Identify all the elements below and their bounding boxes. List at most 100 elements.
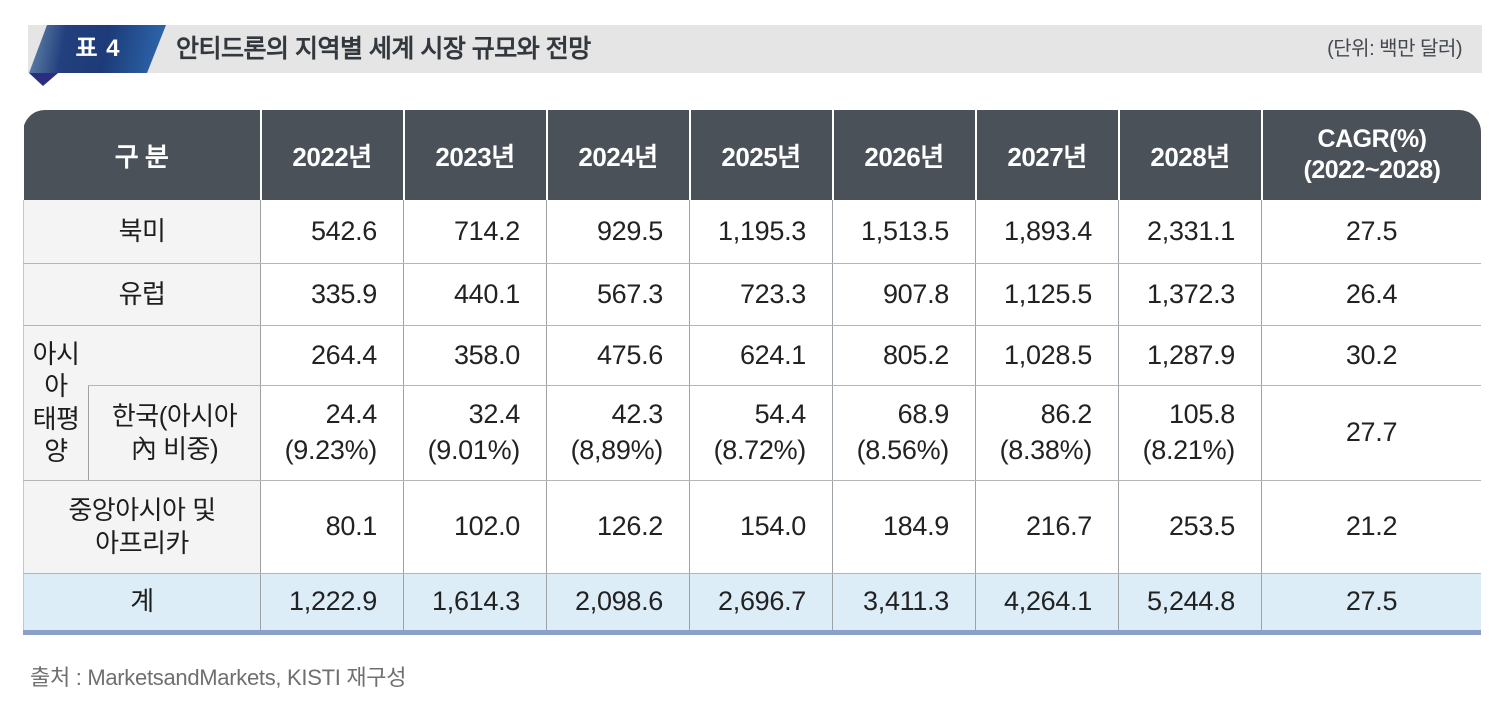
label-line1: 한국(아시아 xyxy=(111,401,238,431)
column-header-cagr: CAGR(%) (2022~2028) xyxy=(1261,110,1481,200)
cell-value: 253.5 xyxy=(1118,480,1263,574)
cell-value: 24.4 xyxy=(325,398,378,429)
row-label-asia-pacific: 아시아 태평양 xyxy=(23,325,89,481)
cell-value: 216.7 xyxy=(975,480,1120,574)
cell-value: 154.0 xyxy=(689,480,834,574)
cell-value: 4,264.1 xyxy=(975,573,1120,635)
market-forecast-table: 구 분 2022년 2023년 2024년 2025년 2026년 2027년 … xyxy=(23,110,1481,635)
column-header-2027: 2027년 xyxy=(975,110,1120,200)
row-label-korea: 한국(아시아 內 비중) xyxy=(87,385,262,481)
cell-value: 1,125.5 xyxy=(975,263,1120,326)
column-header-2023: 2023년 xyxy=(403,110,548,200)
unit-label: (단위: 백만 달러) xyxy=(1327,38,1462,60)
label-line2: 內 비중) xyxy=(130,433,219,464)
cell-share: (8.21%) xyxy=(1142,434,1236,465)
cell-value: 542.6 xyxy=(260,200,405,264)
cell-value-share: 68.9 (8.56%) xyxy=(832,385,977,481)
column-header-2024: 2024년 xyxy=(546,110,691,200)
cell-share: (8.56%) xyxy=(856,434,950,465)
row-label-north-america: 북미 xyxy=(23,200,262,264)
row-label-europe: 유럽 xyxy=(23,263,262,326)
cell-value: 440.1 xyxy=(403,263,548,326)
label-line2: 태평양 xyxy=(32,403,80,467)
row-north-america: 북미 542.6 714.2 929.5 1,195.3 1,513.5 1,8… xyxy=(23,200,1481,264)
cell-value-share: 105.8 (8.21%) xyxy=(1118,385,1263,481)
column-header-category: 구 분 xyxy=(23,110,262,200)
column-header-2022: 2022년 xyxy=(260,110,405,200)
cell-value: 264.4 xyxy=(260,325,405,386)
cell-cagr: 27.5 xyxy=(1261,573,1481,635)
cell-value-share: 54.4 (8.72%) xyxy=(689,385,834,481)
cell-value: 2,098.6 xyxy=(546,573,691,635)
cell-value-share: 32.4 (9.01%) xyxy=(403,385,548,481)
cell-value: 723.3 xyxy=(689,263,834,326)
cell-value: 1,287.9 xyxy=(1118,325,1263,386)
cell-value: 32.4 xyxy=(468,398,521,429)
cell-value: 1,222.9 xyxy=(260,573,405,635)
cell-value: 567.3 xyxy=(546,263,691,326)
cagr-header-line2: (2022~2028) xyxy=(1303,156,1441,184)
market-table-wrapper: 구 분 2022년 2023년 2024년 2025년 2026년 2027년 … xyxy=(23,110,1481,635)
cell-value: 1,893.4 xyxy=(975,200,1120,264)
cell-value-share: 42.3 (8,89%) xyxy=(546,385,691,481)
cell-value: 3,411.3 xyxy=(832,573,977,635)
table-number-badge: 표 4 xyxy=(29,25,166,73)
cell-value: 126.2 xyxy=(546,480,691,574)
cell-value: 805.2 xyxy=(832,325,977,386)
cell-share: (8.72%) xyxy=(713,434,807,465)
cagr-header-line1: CAGR(%) xyxy=(1317,124,1428,153)
cell-share: (9.23%) xyxy=(284,434,378,465)
source-note: 출처 : MarketsandMarkets, KISTI 재구성 xyxy=(30,665,407,690)
cell-value: 907.8 xyxy=(832,263,977,326)
cell-value-share: 24.4 (9.23%) xyxy=(260,385,405,481)
cell-value: 5,244.8 xyxy=(1118,573,1263,635)
label-line1: 아시아 xyxy=(32,338,80,402)
cell-value: 68.9 xyxy=(897,398,950,429)
cell-value: 105.8 xyxy=(1168,398,1236,429)
cell-cagr: 30.2 xyxy=(1261,325,1481,386)
cell-value: 86.2 xyxy=(1040,398,1093,429)
cell-value: 1,195.3 xyxy=(689,200,834,264)
cell-share: (8.38%) xyxy=(999,434,1093,465)
header-row: 구 분 2022년 2023년 2024년 2025년 2026년 2027년 … xyxy=(23,110,1481,200)
row-europe: 유럽 335.9 440.1 567.3 723.3 907.8 1,125.5… xyxy=(23,263,1481,326)
cell-value: 475.6 xyxy=(546,325,691,386)
cell-cagr: 26.4 xyxy=(1261,263,1481,326)
cell-value: 929.5 xyxy=(546,200,691,264)
cell-value: 54.4 xyxy=(754,398,807,429)
column-header-2028: 2028년 xyxy=(1118,110,1263,200)
badge-fold-decoration xyxy=(29,73,58,86)
cell-value: 358.0 xyxy=(403,325,548,386)
cell-value: 2,331.1 xyxy=(1118,200,1263,264)
cell-value: 1,513.5 xyxy=(832,200,977,264)
cell-value-share: 86.2 (8.38%) xyxy=(975,385,1120,481)
cell-value: 42.3 xyxy=(611,398,664,429)
cell-share: (9.01%) xyxy=(427,434,521,465)
cell-cagr: 21.2 xyxy=(1261,480,1481,574)
row-central-asia-africa: 중앙아시아 및 아프리카 80.1 102.0 126.2 154.0 184.… xyxy=(23,480,1481,574)
cell-value: 80.1 xyxy=(260,480,405,574)
asia-pacific-label-spacer xyxy=(88,325,262,386)
cell-value: 1,028.5 xyxy=(975,325,1120,386)
column-header-2026: 2026년 xyxy=(832,110,977,200)
row-label-total: 계 xyxy=(23,573,262,635)
title-bar: 표 4 안티드론의 지역별 세계 시장 규모와 전망 (단위: 백만 달러) xyxy=(28,25,1482,86)
label-line2: 아프리카 xyxy=(95,527,189,558)
cell-value: 2,696.7 xyxy=(689,573,834,635)
row-korea: 한국(아시아 內 비중) 24.4 (9.23%) 32.4 (9.01%) 4… xyxy=(24,385,1481,481)
cell-cagr: 27.5 xyxy=(1261,200,1481,264)
cell-share: (8,89%) xyxy=(570,434,664,465)
table-title: 안티드론의 지역별 세계 시장 규모와 전망 xyxy=(176,35,591,63)
row-asia-pacific: 아시아 태평양 264.4 358.0 475.6 624.1 805.2 1,… xyxy=(23,325,1481,481)
row-total: 계 1,222.9 1,614.3 2,098.6 2,696.7 3,411.… xyxy=(23,573,1481,635)
cell-value: 714.2 xyxy=(403,200,548,264)
cell-value: 624.1 xyxy=(689,325,834,386)
label-line1: 중앙아시아 및 xyxy=(68,495,216,525)
column-header-2025: 2025년 xyxy=(689,110,834,200)
cell-value: 102.0 xyxy=(403,480,548,574)
cell-cagr: 27.7 xyxy=(1261,385,1481,481)
row-label-central-asia-africa: 중앙아시아 및 아프리카 xyxy=(23,480,262,574)
cell-value: 1,372.3 xyxy=(1118,263,1263,326)
cell-value: 1,614.3 xyxy=(403,573,548,635)
cell-value: 184.9 xyxy=(832,480,977,574)
